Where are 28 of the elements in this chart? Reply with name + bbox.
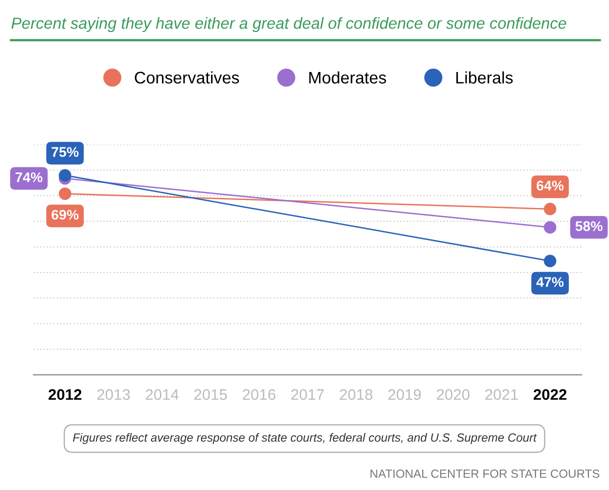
x-tick-label: 2022 (534, 389, 566, 400)
x-tick-label: 2016 (242, 389, 276, 400)
x-tick-label: 2015 (194, 389, 227, 400)
data-label: 58% (575, 221, 602, 232)
x-tick-label: 2021 (485, 389, 518, 400)
x-tick-label: 2013 (97, 389, 130, 400)
data-label: 69% (52, 210, 79, 220)
point (544, 254, 556, 268)
legend-label: Liberals (456, 71, 513, 84)
text: NATIONAL CENTER FOR STATE COURTS (370, 470, 600, 478)
point (544, 202, 556, 216)
point (544, 221, 556, 234)
chart-title: Percent saying they have either a great deal of confidence or some confidence (11, 17, 566, 32)
data-label: 74% (16, 172, 42, 182)
text: Figures reflect average response of state courts, federal courts, and U.S. Supreme Court (72, 433, 537, 444)
x-tick-label: 2014 (146, 389, 179, 400)
legend-label: Moderates (309, 71, 386, 84)
x-tick-label: 2012 (48, 389, 82, 400)
x-tick-label: 2018 (340, 389, 372, 400)
x-tick-label: 2017 (291, 389, 324, 400)
legend-label: Conservatives (134, 71, 239, 84)
data-label: 47% (536, 277, 564, 287)
data-label: 64% (536, 180, 564, 191)
point (58, 169, 72, 182)
data-label: 75% (52, 147, 79, 157)
x-tick-label: 2020 (436, 389, 470, 400)
point (58, 187, 72, 200)
x-tick-label: 2019 (388, 389, 421, 400)
